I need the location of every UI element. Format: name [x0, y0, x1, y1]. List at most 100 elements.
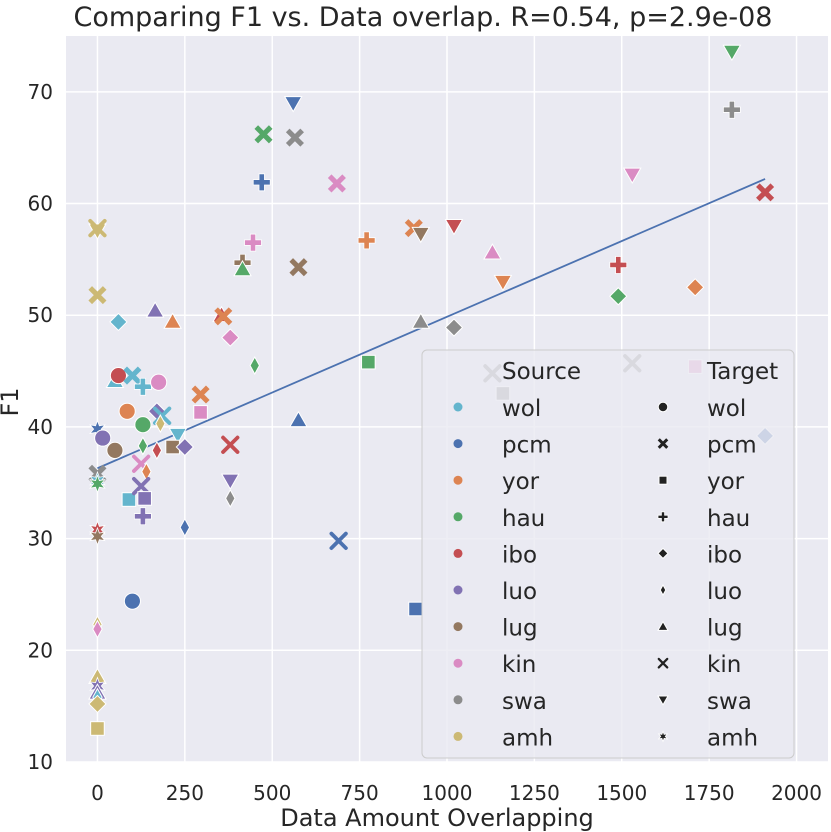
data-point [151, 440, 163, 460]
data-point [483, 243, 502, 260]
data-point [134, 416, 152, 434]
data-point [756, 183, 775, 202]
data-point [220, 473, 240, 491]
legend-target-label: hau [707, 506, 750, 532]
data-point [609, 256, 628, 274]
data-point [329, 531, 348, 550]
data-point [150, 373, 168, 391]
legend-target-marker [657, 620, 669, 631]
legend-source-label: amh [502, 725, 553, 751]
legend-source-label: kin [502, 652, 536, 678]
data-point [191, 385, 210, 404]
data-point [133, 507, 152, 526]
data-point [493, 274, 513, 292]
x-tick-label: 1750 [684, 781, 735, 805]
legend-target-marker [657, 401, 669, 413]
legend-source-swatch [453, 658, 463, 668]
data-point [289, 410, 308, 428]
legend-source-swatch [453, 475, 463, 485]
legend-target-marker [657, 511, 669, 523]
data-point [179, 517, 191, 537]
x-axis-label: Data Amount Overlapping [280, 804, 594, 832]
y-tick-labels: 10 20 30 40 50 60 70 [28, 80, 53, 774]
x-tick-label: 1500 [596, 781, 647, 805]
x-tick-label: 750 [341, 781, 379, 805]
y-tick-label: 70 [28, 80, 53, 104]
data-point [221, 435, 240, 454]
data-point [88, 218, 107, 238]
legend-target-label: luo [707, 579, 742, 605]
data-points [88, 44, 775, 736]
data-point [244, 233, 262, 252]
data-point [283, 96, 303, 113]
legend-source-swatch [453, 548, 463, 558]
data-point [193, 405, 208, 420]
data-point [254, 125, 273, 144]
legend-source-swatch [453, 439, 463, 449]
x-tick-label: 250 [166, 781, 204, 805]
data-point [88, 694, 107, 714]
data-point [118, 402, 136, 420]
data-point [249, 355, 260, 376]
regression-line [97, 178, 766, 470]
data-point [92, 619, 103, 639]
legend-target-marker [657, 730, 669, 743]
data-point [175, 437, 195, 457]
legend-target-marker [657, 547, 669, 560]
legend-source-label: yor [502, 469, 540, 495]
legend-target-marker [657, 657, 669, 669]
data-point [109, 312, 128, 332]
y-tick-label: 10 [28, 750, 53, 774]
data-point [408, 601, 423, 617]
legend-target-label: ibo [707, 542, 742, 568]
x-tick-labels: 0 250 500 750 1000 1250 1500 1750 2000 [91, 781, 822, 805]
legend-source-title: Source [502, 359, 581, 385]
data-point [622, 167, 642, 185]
legend-source-swatch [453, 731, 463, 741]
legend-target-label: lug [707, 616, 743, 642]
y-axis-label: F1 [0, 387, 24, 416]
data-point [444, 318, 464, 337]
y-tick-label: 40 [28, 415, 53, 439]
x-tick-label: 1250 [509, 781, 560, 805]
legend-source-label: pcm [502, 433, 552, 459]
data-point [94, 429, 112, 447]
data-point [163, 312, 182, 329]
data-point [289, 258, 308, 277]
data-point [609, 287, 628, 306]
data-point [444, 219, 464, 236]
data-point [357, 231, 376, 250]
y-tick-label: 30 [28, 527, 53, 551]
data-point [225, 488, 236, 508]
x-tick-label: 500 [253, 781, 291, 805]
legend-target-label: wol [707, 396, 746, 422]
data-point [89, 474, 106, 494]
legend-source-label: luo [502, 579, 537, 605]
legend-target-title: Target [706, 359, 778, 385]
data-point [137, 436, 149, 456]
data-point [233, 259, 252, 277]
data-point [137, 491, 152, 506]
data-point [361, 354, 376, 370]
data-point [90, 721, 105, 736]
data-point [221, 328, 240, 347]
data-point [214, 307, 233, 326]
data-point [145, 301, 165, 318]
legend-target-marker [657, 695, 669, 706]
data-point [722, 100, 741, 119]
legend: Source Target wol pcm yor hau ibo luo lug kin sw… [421, 349, 795, 759]
legend-target-marker [657, 438, 669, 449]
legend-target-marker [658, 475, 668, 485]
legend-target-label: pcm [707, 433, 757, 459]
x-tick-label: 2000 [771, 781, 822, 805]
data-point [123, 592, 141, 610]
data-point [722, 44, 742, 62]
legend-target-label: kin [707, 652, 741, 678]
data-point [121, 492, 137, 507]
legend-source-label: wol [502, 396, 541, 422]
legend-items: wol pcm yor hau ibo luo lug kin swa amh wol pcm yor h… [453, 396, 758, 751]
legend-box [421, 349, 795, 759]
y-tick-label: 20 [28, 638, 53, 662]
legend-target-label: amh [707, 725, 758, 751]
